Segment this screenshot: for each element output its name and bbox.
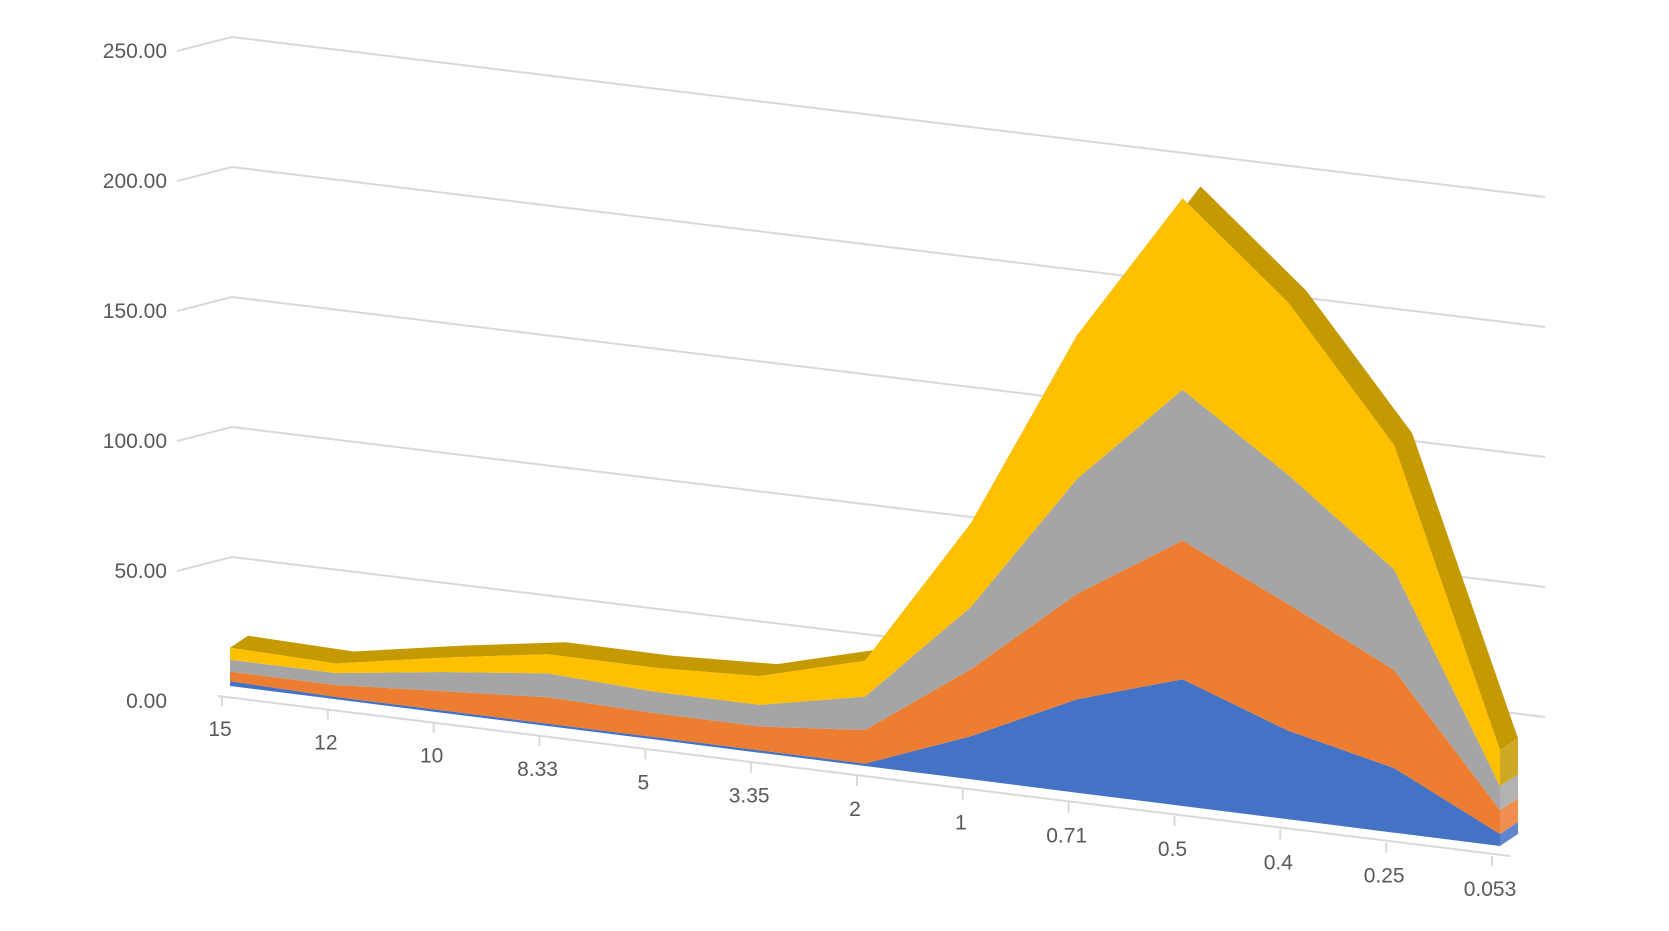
x-tick-label: 0.71	[1046, 825, 1087, 848]
y-tick-label: 100.00	[103, 430, 167, 453]
series-3-side-face	[1500, 774, 1518, 811]
series-3-area	[230, 389, 1500, 811]
x-tick-label: 0.5	[1158, 838, 1187, 861]
x-tick-label: 10	[420, 745, 443, 768]
x-tick-label: 0.25	[1364, 865, 1405, 888]
series-4-area	[230, 198, 1500, 787]
x-axis: 15 12 10 8.33 5 3.35 2 1 0.71 0.5 0.4 0.25 0.053	[208, 695, 1517, 901]
x-tick-label: 0.4	[1264, 851, 1294, 874]
y-axis: 0.00 50.00 100.00 150.00 200.00 250.00	[103, 40, 167, 713]
x-tick-label: 1	[955, 811, 967, 834]
x-tick-label: 5	[637, 771, 649, 794]
series-1-area	[230, 679, 1500, 846]
y-tick-label: 150.00	[103, 300, 167, 323]
x-tick-label: 12	[314, 731, 337, 754]
series-2-area	[230, 540, 1500, 834]
series-1-side-face	[1500, 822, 1518, 846]
x-tick-label: 0.053	[1464, 878, 1517, 901]
x-tick-label: 3.35	[729, 785, 770, 808]
series-2-side-face	[1500, 798, 1518, 835]
x-tick-label: 15	[208, 718, 231, 741]
y-tick-label: 200.00	[103, 170, 167, 193]
plot-area	[230, 186, 1518, 846]
y-gridline	[176, 35, 1546, 198]
y-tick-label: 250.00	[103, 40, 167, 63]
y-tick-label: 0.00	[126, 690, 167, 713]
y-tick-label: 50.00	[114, 560, 167, 583]
y-gridline	[176, 165, 1546, 328]
x-tick-label: 8.33	[517, 758, 558, 781]
x-tick-label: 2	[849, 798, 861, 821]
series-4-side-face	[1500, 738, 1518, 787]
